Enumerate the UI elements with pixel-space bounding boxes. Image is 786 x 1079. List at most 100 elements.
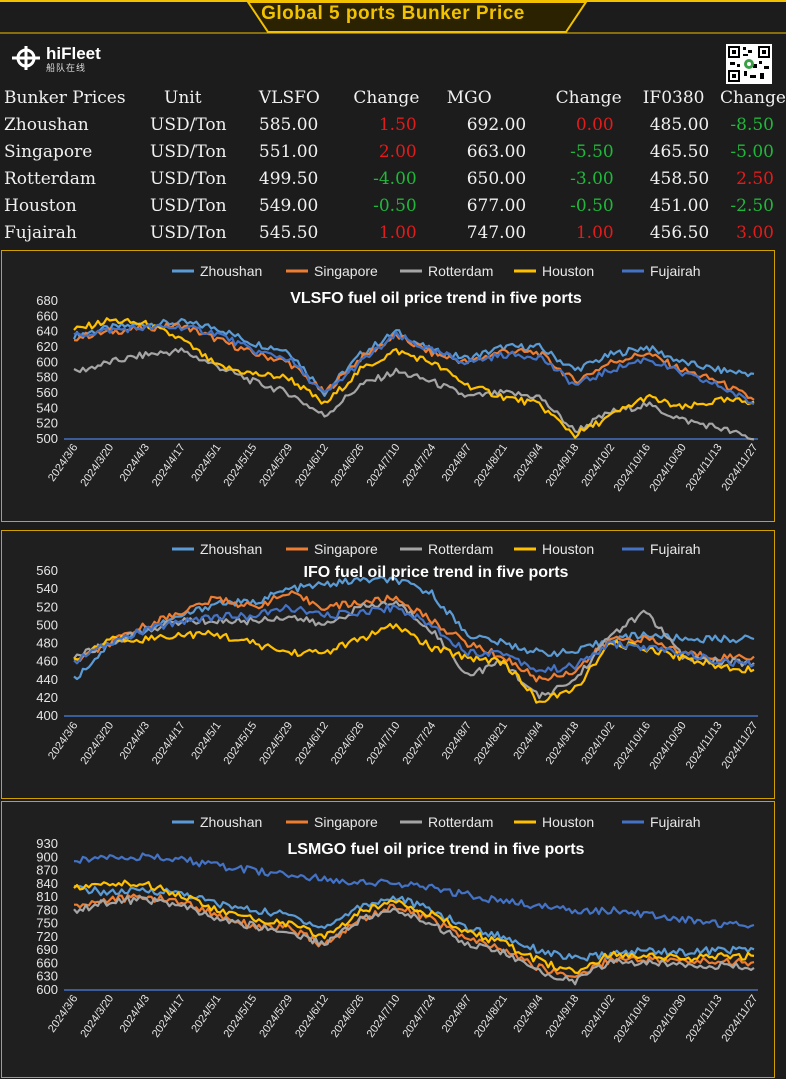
x-tick-label: 2024/4/17 — [150, 993, 188, 1040]
x-tick-label: 2024/7/24 — [400, 993, 438, 1040]
cell-port: Zhoushan — [4, 114, 89, 135]
x-tick-label: 2024/8/7 — [440, 993, 474, 1035]
legend-label-houston: Houston — [542, 263, 594, 279]
y-tick-label: 690 — [36, 942, 58, 957]
col-header-if0380-change: Change — [719, 87, 786, 108]
legend-label-zhoushan: Zhoushan — [200, 541, 262, 557]
x-tick-label: 2024/11/13 — [684, 442, 725, 493]
x-tick-label: 2024/11/27 — [720, 993, 761, 1044]
series-line-houston — [73, 879, 755, 975]
chart-title: IFO fuel oil price trend in five ports — [304, 564, 569, 581]
chart-title: LSMGO fuel oil price trend in five ports — [288, 841, 585, 858]
x-tick-label: 2024/3/20 — [78, 720, 116, 767]
cell-port: Fujairah — [4, 222, 77, 243]
cell-vlsfo-chg: 1.00 — [378, 222, 417, 243]
cell-ifo-chg: -8.50 — [730, 114, 774, 135]
x-tick-label: 2024/10/2 — [579, 993, 617, 1040]
cell-vlsfo-chg: -4.00 — [373, 168, 417, 189]
y-tick-label: 780 — [36, 902, 58, 917]
x-tick-label: 2024/9/4 — [511, 720, 545, 762]
series-line-singapore — [74, 893, 755, 978]
x-tick-label: 2024/6/26 — [329, 720, 367, 767]
cell-mgo: 677.00 — [466, 195, 527, 216]
y-tick-label: 810 — [36, 889, 58, 904]
x-tick-label: 2024/9/18 — [544, 993, 582, 1040]
x-tick-label: 2024/9/18 — [544, 442, 582, 489]
cell-ifo-chg: 3.00 — [736, 222, 774, 243]
col-header-unit: Unit — [164, 87, 202, 108]
series-line-rotterdam — [73, 347, 755, 441]
series-line-fujairah — [73, 852, 755, 929]
y-tick-label: 440 — [36, 672, 58, 687]
cell-unit: USD/Ton — [150, 141, 227, 162]
cell-vlsfo: 549.00 — [258, 195, 319, 216]
ship-wheel-icon — [12, 46, 40, 70]
x-tick-label: 2024/7/10 — [365, 993, 403, 1040]
x-tick-label: 2024/5/15 — [222, 720, 260, 767]
x-tick-label: 2024/10/30 — [647, 720, 688, 772]
x-tick-label: 2024/8/21 — [472, 442, 510, 489]
x-tick-label: 2024/3/6 — [46, 442, 80, 484]
x-tick-label: 2024/10/2 — [579, 442, 617, 489]
x-tick-label: 2024/6/12 — [293, 993, 331, 1040]
series-line-rotterdam — [73, 895, 755, 986]
cell-ifo: 451.00 — [649, 195, 710, 216]
x-tick-label: 2024/5/1 — [189, 993, 223, 1035]
page-title: Global 5 ports Bunker Price — [261, 3, 525, 24]
ifo-chart: 4004204404604805005205405602024/3/62024/… — [36, 541, 760, 772]
cell-mgo: 663.00 — [466, 141, 527, 162]
y-tick-label: 620 — [36, 339, 58, 354]
table-row: Houston USD/Ton 549.00 -0.50 677.00 -0.50 451.… — [0, 192, 786, 219]
cell-mgo-chg: -3.00 — [570, 168, 614, 189]
x-tick-label: 2024/5/1 — [189, 720, 223, 762]
x-tick-label: 2024/5/29 — [257, 720, 295, 767]
cell-vlsfo: 545.50 — [258, 222, 319, 243]
col-header-bunker-prices: Bunker Prices — [4, 87, 126, 108]
x-tick-label: 2024/5/15 — [222, 993, 260, 1040]
series-line-singapore — [73, 590, 755, 683]
cell-port: Houston — [4, 195, 77, 216]
series-line-fujairah — [73, 323, 755, 406]
x-tick-label: 2024/10/16 — [612, 720, 653, 772]
x-tick-label: 2024/5/29 — [257, 442, 295, 489]
table-row: Fujairah USD/Ton 545.50 1.00 747.00 1.00 456.5… — [0, 219, 786, 246]
lsmgo-chart-panel: 600 630 660 690 720 750 780 810 840 870 900 930 2024… — [1, 801, 775, 1078]
vlsfo-chart-panel: 500 520 540 560 580 600 620 640 660 680 2024/3/6 20… — [1, 250, 775, 522]
y-tick-label: 520 — [36, 416, 58, 431]
hifleet-logo: hiFleet 船队在线 — [12, 44, 132, 74]
table-row: Rotterdam USD/Ton 499.50 -4.00 650.00 -3.00 45… — [0, 165, 786, 192]
cell-ifo: 456.50 — [649, 222, 710, 243]
cell-vlsfo-chg: 1.50 — [378, 114, 417, 135]
cell-port: Singapore — [4, 141, 93, 162]
cell-vlsfo: 585.00 — [258, 114, 319, 135]
y-tick-label: 870 — [36, 863, 58, 878]
y-tick-label: 900 — [36, 849, 58, 864]
x-tick-label: 2024/7/24 — [400, 720, 438, 767]
legend-label-singapore: Singapore — [314, 263, 378, 279]
x-tick-label: 2024/4/17 — [150, 442, 188, 489]
logo-text-cn: 船队在线 — [46, 64, 87, 74]
x-tick-label: 2024/8/7 — [440, 442, 474, 484]
x-tick-label: 2024/11/13 — [684, 993, 725, 1044]
y-tick-label: 540 — [36, 581, 58, 596]
x-tick-label: 2024/10/16 — [612, 993, 653, 1045]
y-tick-label: 500 — [36, 617, 58, 632]
chart-title: VLSFO fuel oil price trend in five ports — [290, 290, 582, 307]
x-tick-label: 2024/5/1 — [189, 442, 223, 484]
bunker-price-table: Bunker Prices Unit VLSFO Change MGO Chan… — [0, 84, 786, 246]
y-tick-label: 720 — [36, 929, 58, 944]
table-row: Zhoushan USD/Ton 585.00 1.50 692.00 0.00 485.0… — [0, 111, 786, 138]
x-tick-label: 2024/5/15 — [222, 442, 260, 489]
legend-label-rotterdam: Rotterdam — [428, 541, 493, 557]
x-tick-label: 2024/4/3 — [118, 720, 152, 762]
x-tick-label: 2024/7/10 — [365, 442, 403, 489]
y-tick-label: 930 — [36, 836, 58, 851]
x-tick-label: 2024/3/6 — [46, 720, 80, 762]
y-tick-label: 560 — [36, 385, 58, 400]
legend-label-rotterdam: Rotterdam — [428, 814, 493, 830]
col-header-vlsfo-change: Change — [353, 87, 420, 108]
x-tick-label: 2024/4/17 — [150, 720, 188, 767]
cell-vlsfo: 551.00 — [258, 141, 319, 162]
x-tick-label: 2024/7/10 — [365, 720, 403, 767]
x-tick-label: 2024/10/30 — [647, 993, 688, 1045]
